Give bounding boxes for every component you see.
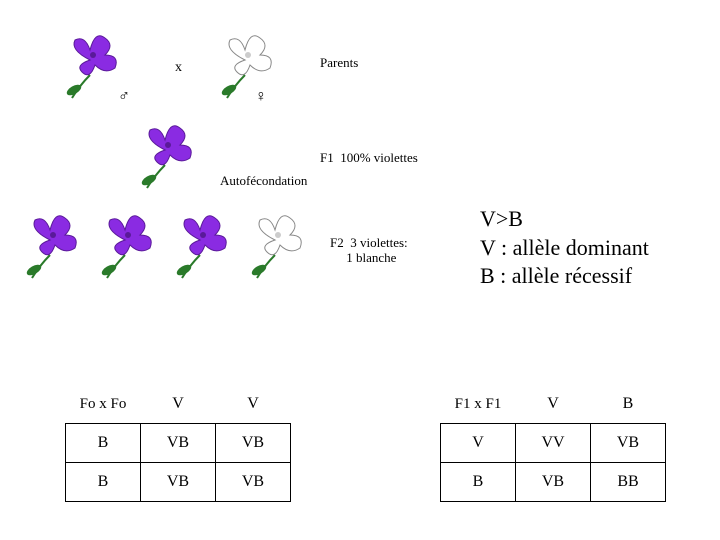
punnett-f1-row1-label: B <box>441 463 516 502</box>
f2-label-b: 1 blanche <box>330 250 396 266</box>
cross-symbol: x <box>175 60 182 76</box>
punnett-fo-row0-label: B <box>66 424 141 463</box>
punnett-f1-cell-10: VB <box>516 463 591 502</box>
flower-parent-white <box>215 30 285 100</box>
punnett-f1-cell-01: VB <box>591 424 666 463</box>
allele-line1: V>B <box>480 205 649 234</box>
punnett-fo-cell-11: VB <box>216 463 291 502</box>
punnett-f1-col0: V <box>516 385 591 424</box>
flower-f2-3 <box>170 210 240 280</box>
allele-line2: V : allèle dominant <box>480 234 649 263</box>
flower-f2-2 <box>95 210 165 280</box>
punnett-fo-row1-label: B <box>66 463 141 502</box>
flower-f1 <box>135 120 205 190</box>
allele-line3: B : allèle récessif <box>480 262 649 291</box>
punnett-fo-cell-10: VB <box>141 463 216 502</box>
punnett-fo-cell-00: VB <box>141 424 216 463</box>
flower-f2-1 <box>20 210 90 280</box>
allele-explanation: V>B V : allèle dominant B : allèle réces… <box>480 205 649 291</box>
f2-label-a: F2 3 violettes: <box>330 235 408 251</box>
punnett-f1: F1 x F1 V B V VV VB B VB BB <box>440 385 666 502</box>
f1-label: F1 100% violettes <box>320 150 418 166</box>
male-symbol-icon: ♂ <box>118 88 130 106</box>
punnett-f1-row0-label: V <box>441 424 516 463</box>
punnett-fo-col0: V <box>141 385 216 424</box>
punnett-f1-col1: B <box>591 385 666 424</box>
female-symbol-icon: ♀ <box>255 88 267 106</box>
punnett-f1-cell-11: BB <box>591 463 666 502</box>
autof-label: Autofécondation <box>220 173 307 189</box>
punnett-fo-corner: Fo x Fo <box>66 385 141 424</box>
punnett-fo-col1: V <box>216 385 291 424</box>
punnett-fo: Fo x Fo V V B VB VB B VB VB <box>65 385 291 502</box>
parents-label: Parents <box>320 55 358 71</box>
flower-f2-4 <box>245 210 315 280</box>
punnett-f1-cell-00: VV <box>516 424 591 463</box>
punnett-f1-corner: F1 x F1 <box>441 385 516 424</box>
punnett-fo-cell-01: VB <box>216 424 291 463</box>
